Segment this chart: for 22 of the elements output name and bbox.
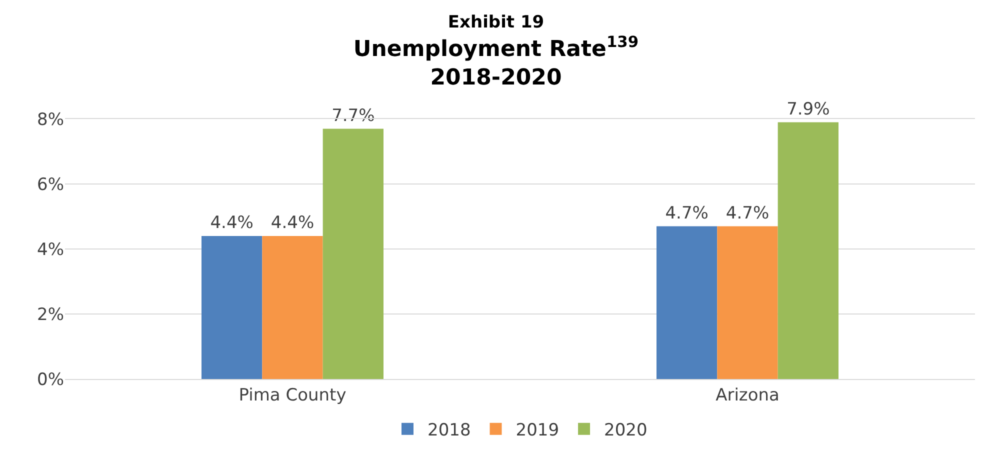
x-tick-label: Pima County: [238, 385, 346, 406]
chart-title: Exhibit 19 Unemployment Rate$^{139}$ 2018-2020: [353, 12, 639, 91]
bar: [717, 226, 778, 379]
legend-label: 2018: [428, 420, 471, 440]
bar: [202, 236, 262, 379]
data-label: 7.9%: [786, 99, 830, 120]
bar: [778, 122, 838, 379]
y-tick-label: 8%: [37, 110, 64, 130]
data-label: 4.4%: [270, 213, 314, 233]
data-label: 4.7%: [665, 203, 708, 224]
y-tick-label: 4%: [37, 240, 64, 260]
y-tick-label: 6%: [37, 174, 64, 195]
y-tick-label: 2%: [37, 304, 64, 325]
bar: [262, 236, 323, 379]
bar: [656, 226, 718, 379]
legend-label: 2019: [516, 420, 560, 440]
x-tick-label: Arizona: [716, 385, 780, 406]
bar: [322, 128, 384, 379]
legend-label: 2020: [604, 420, 648, 440]
data-label: 4.4%: [210, 213, 254, 233]
y-tick-label: 0%: [37, 370, 64, 390]
data-label: 4.7%: [726, 203, 770, 224]
